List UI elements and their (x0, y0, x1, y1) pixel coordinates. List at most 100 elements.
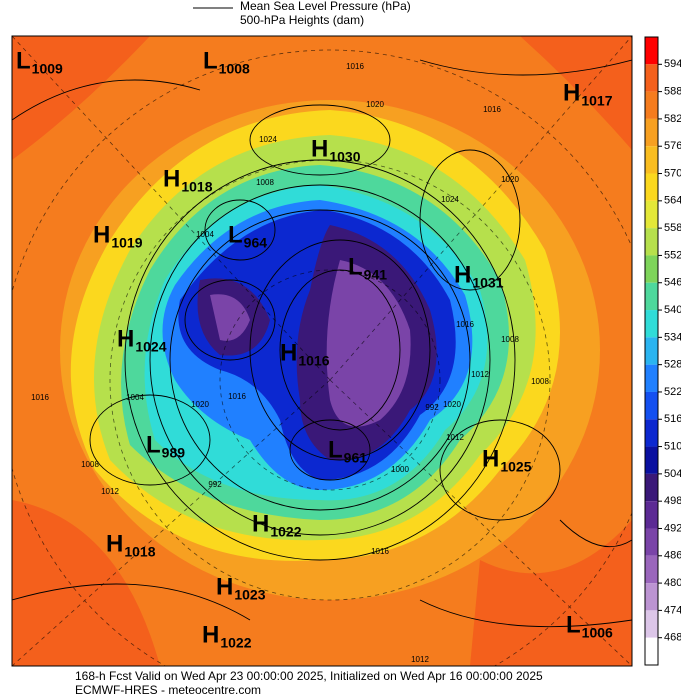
center-letter: L (16, 47, 31, 74)
center-value: 1018 (124, 544, 155, 560)
contour-label: 992 (425, 403, 439, 412)
contour-label: 1020 (443, 400, 461, 409)
contour-label: 1012 (471, 370, 489, 379)
center-value: 1016 (298, 353, 329, 369)
contour-label: 1024 (441, 195, 459, 204)
center-value: 1018 (181, 179, 212, 195)
contour-label: 1004 (126, 393, 144, 402)
colorbar-swatch (645, 310, 658, 338)
footer-text: 168-h Fcst Valid on Wed Apr 23 00:00:00 … (75, 669, 543, 683)
contour-label: 1024 (259, 135, 277, 144)
colorbar-swatch (645, 364, 658, 392)
contour-label: 1016 (456, 320, 474, 329)
center-letter: L (203, 47, 218, 74)
colorbar-label: 504 (664, 468, 681, 480)
colorbar-swatch (645, 583, 658, 611)
colorbar-label: 510 (664, 440, 681, 452)
center-value: 1030 (329, 149, 360, 165)
center-value: 961 (344, 450, 368, 466)
center-letter: H (93, 221, 110, 248)
colorbar-swatch (645, 228, 658, 256)
colorbar-swatch (645, 610, 658, 638)
footer-text: ECMWF-HRES - meteocentre.com (75, 683, 261, 697)
contour-label: 1020 (191, 400, 209, 409)
map-frame (11, 35, 633, 667)
center-letter: H (216, 573, 233, 600)
center-letter: H (252, 510, 269, 537)
colorbar-swatch (645, 255, 658, 283)
center-value: 1019 (111, 235, 142, 251)
center-letter: H (454, 261, 471, 288)
colorbar-label: 534 (664, 331, 681, 343)
contour-label: 1008 (256, 178, 274, 187)
center-value: 989 (162, 445, 186, 461)
colorbar-label: 546 (664, 277, 681, 289)
center-letter: L (348, 253, 363, 280)
colorbar-label: 558 (664, 222, 681, 234)
contour-label: 1016 (228, 392, 246, 401)
contour-label: 992 (208, 480, 222, 489)
map (12, 36, 632, 666)
contour-label: 1000 (391, 465, 409, 474)
colorbar-swatch (645, 64, 658, 92)
legend-text: Mean Sea Level Pressure (hPa) (240, 0, 411, 13)
center-value: 1031 (472, 275, 503, 291)
colorbar-label: 498 (664, 495, 681, 507)
contour-label: 1012 (411, 655, 429, 664)
colorbar-label: 582 (664, 113, 681, 125)
colorbar-swatch (645, 391, 658, 420)
center-letter: H (563, 79, 580, 106)
colorbar-label: 588 (664, 86, 681, 98)
colorbar-label: 552 (664, 249, 681, 261)
colorbar-swatch (645, 528, 658, 556)
center-letter: H (482, 445, 499, 472)
colorbar-label: 486 (664, 550, 681, 562)
colorbar-swatch (645, 446, 658, 474)
center-letter: L (328, 436, 343, 463)
center-letter: H (280, 339, 297, 366)
colorbar-swatch (645, 91, 658, 119)
colorbar-swatch (645, 637, 658, 665)
center-value: 1017 (581, 93, 612, 109)
center-letter: L (228, 221, 243, 248)
center-letter: L (146, 431, 161, 458)
center-letter: H (202, 621, 219, 648)
center-value: 1022 (270, 524, 301, 540)
colorbar-label: 570 (664, 167, 681, 179)
colorbar-label: 564 (664, 195, 681, 207)
colorbar-label: 474 (664, 604, 681, 616)
colorbar-label: 528 (664, 359, 681, 371)
colorbar-label: 468 (664, 632, 681, 644)
colorbar-label: 492 (664, 522, 681, 534)
contour-label: 1016 (483, 105, 501, 114)
contour-label: 1004 (196, 230, 214, 239)
colorbar-label: 576 (664, 140, 681, 152)
contour-label: 1016 (371, 547, 389, 556)
colorbar-swatch (645, 337, 658, 365)
colorbar-frame (644, 36, 659, 666)
colorbar-swatch (645, 419, 658, 447)
colorbar-swatch (645, 173, 658, 201)
contour-label: 1020 (366, 100, 384, 109)
colorbar-label: 522 (664, 386, 681, 398)
center-letter: H (117, 325, 134, 352)
contour-label: 1016 (346, 62, 364, 71)
colorbar-swatch (645, 118, 658, 147)
center-letter: H (163, 165, 180, 192)
colorbar-swatch (645, 501, 658, 529)
colorbar-swatch (645, 37, 658, 65)
colorbar-swatch (645, 200, 658, 229)
center-value: 1006 (582, 625, 613, 641)
legend-text: 500-hPa Heights (dam) (240, 13, 364, 27)
center-value: 1022 (220, 635, 251, 651)
colorbar-swatch (645, 146, 658, 174)
center-value: 964 (244, 235, 268, 251)
colorbar-label: 594 (664, 58, 681, 70)
center-value: 1025 (500, 459, 531, 475)
contour-label: 1016 (31, 393, 49, 402)
colorbar-label: 516 (664, 413, 681, 425)
colorbar-label: 480 (664, 577, 681, 589)
contour-label: 1020 (501, 175, 519, 184)
colorbar-swatch (645, 282, 658, 311)
